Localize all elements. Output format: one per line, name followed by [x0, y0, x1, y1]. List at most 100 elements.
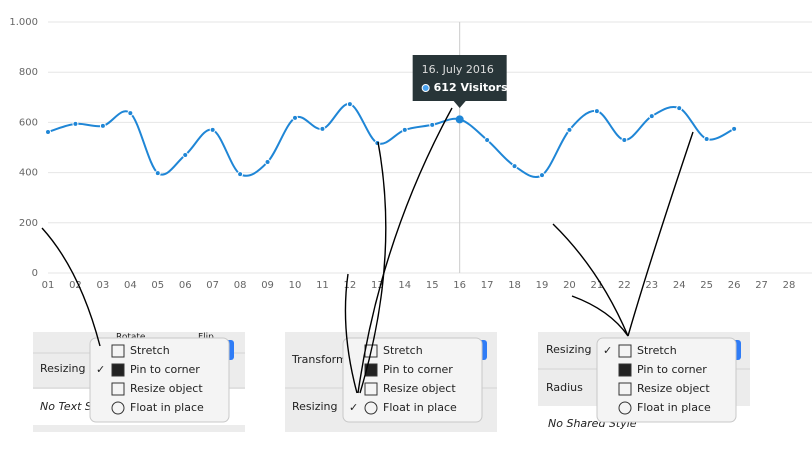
- panel-label: Radius: [546, 381, 583, 394]
- panel-label: Transform: [291, 353, 347, 366]
- menu: Stretch ✓ Pin to corner Resize object Float …: [89, 337, 230, 423]
- x-tick-label: 15: [426, 280, 439, 291]
- arrow: [41, 227, 101, 347]
- menu-icon: [364, 401, 378, 415]
- menu-item[interactable]: Stretch: [130, 344, 170, 357]
- x-tick-label: 23: [645, 280, 658, 291]
- point: [346, 101, 353, 108]
- x-tick-label: 20: [563, 280, 576, 291]
- menu-item[interactable]: Resize object: [637, 382, 710, 395]
- menu-item[interactable]: Resize object: [383, 382, 456, 395]
- menu-icon: [618, 382, 632, 396]
- point: [429, 121, 436, 128]
- menu-icon: [111, 344, 125, 358]
- x-tick-label: 24: [673, 280, 686, 291]
- menu-item[interactable]: Float in place: [637, 401, 711, 414]
- x-tick-label: 13: [371, 280, 384, 291]
- arrow: [357, 107, 453, 394]
- menu-item[interactable]: Float in place: [130, 401, 204, 414]
- y-tick-label: 0: [32, 268, 38, 279]
- x-tick-label: 10: [289, 280, 302, 291]
- menu-icon: [111, 363, 125, 377]
- x-tick-label: 26: [728, 280, 741, 291]
- x-tick-label: 19: [536, 280, 549, 291]
- highlight-point: [455, 115, 464, 124]
- point: [621, 136, 628, 143]
- checkmark: ✓: [96, 363, 105, 376]
- point: [703, 135, 710, 142]
- menu-item[interactable]: Stretch: [637, 344, 677, 357]
- x-tick-label: 08: [234, 280, 247, 291]
- tooltip-pointer: [453, 101, 466, 108]
- point: [566, 126, 573, 133]
- arrow: [359, 141, 387, 394]
- menu-item[interactable]: Pin to corner: [383, 363, 453, 376]
- x-tick-label: 05: [151, 280, 164, 291]
- point: [593, 108, 600, 115]
- arrow: [571, 295, 629, 337]
- panel-label: Resizing: [40, 362, 86, 375]
- x-tick-label: 04: [124, 280, 137, 291]
- point: [484, 136, 491, 143]
- point: [127, 110, 134, 117]
- arrow: [627, 131, 694, 337]
- y-tick-label: 800: [19, 67, 38, 78]
- tooltip-label: 612 Visitors: [434, 81, 508, 94]
- menu-item[interactable]: Pin to corner: [130, 363, 200, 376]
- arrow: [552, 223, 629, 337]
- tooltip-box: [412, 55, 507, 101]
- menu-icon: [111, 401, 125, 415]
- point: [511, 163, 518, 170]
- menu-item[interactable]: Pin to corner: [637, 363, 707, 376]
- point: [648, 113, 655, 120]
- point: [182, 152, 189, 159]
- point: [154, 170, 161, 177]
- x-tick-label: 25: [700, 280, 713, 291]
- menu: Stretch Pin to corner Resize object ✓ Float …: [342, 337, 483, 423]
- point: [676, 105, 683, 112]
- panel-label: Resizing: [546, 343, 592, 356]
- x-tick-label: 28: [783, 280, 796, 291]
- x-tick-label: 16: [453, 280, 466, 291]
- menu-icon: [364, 382, 378, 396]
- x-tick-label: 07: [206, 280, 219, 291]
- point: [264, 159, 271, 166]
- x-tick-label: 01: [42, 280, 55, 291]
- series-line: [47, 103, 735, 179]
- menu-item[interactable]: Float in place: [383, 401, 457, 414]
- y-tick-label: 400: [19, 168, 38, 179]
- arrow: [344, 273, 358, 394]
- x-tick-label: 11: [316, 280, 329, 291]
- tooltip-date: 16. July 2016: [422, 63, 494, 76]
- point: [539, 172, 545, 179]
- checkmark: ✓: [349, 401, 358, 414]
- menu: ✓ Stretch Pin to corner Resize object Float …: [596, 337, 737, 423]
- menu-item[interactable]: Resize object: [130, 382, 203, 395]
- point: [319, 125, 326, 132]
- x-tick-label: 14: [398, 280, 411, 291]
- point: [237, 171, 244, 178]
- y-tick-label: 200: [19, 218, 38, 229]
- menu-box: [89, 337, 230, 423]
- x-tick-label: 06: [179, 280, 192, 291]
- panels: RotateFlipResizingNo Text StyleStretch✓P…: [33, 332, 750, 442]
- point: [99, 122, 106, 129]
- tooltip-dot: [421, 84, 430, 92]
- menu-box: [342, 337, 483, 423]
- x-tick-label: 18: [508, 280, 521, 291]
- y-tick-label: 600: [19, 117, 38, 128]
- checkmark: ✓: [603, 344, 612, 357]
- point: [45, 128, 51, 135]
- menu-icon: [111, 382, 125, 396]
- menu-item[interactable]: Stretch: [383, 344, 423, 357]
- arrows: [41, 107, 694, 394]
- menu-icon: [618, 344, 632, 358]
- point: [401, 126, 408, 133]
- x-tick-label: 12: [344, 280, 357, 291]
- chart: 0 200 400 600 800 1.000 01 02 03 04 05 06 07 08 09 10 11…: [9, 17, 812, 291]
- point: [209, 126, 216, 133]
- x-tick-label: 09: [261, 280, 274, 291]
- x-tick-label: 02: [69, 280, 82, 291]
- panel-label: Resizing: [292, 400, 338, 413]
